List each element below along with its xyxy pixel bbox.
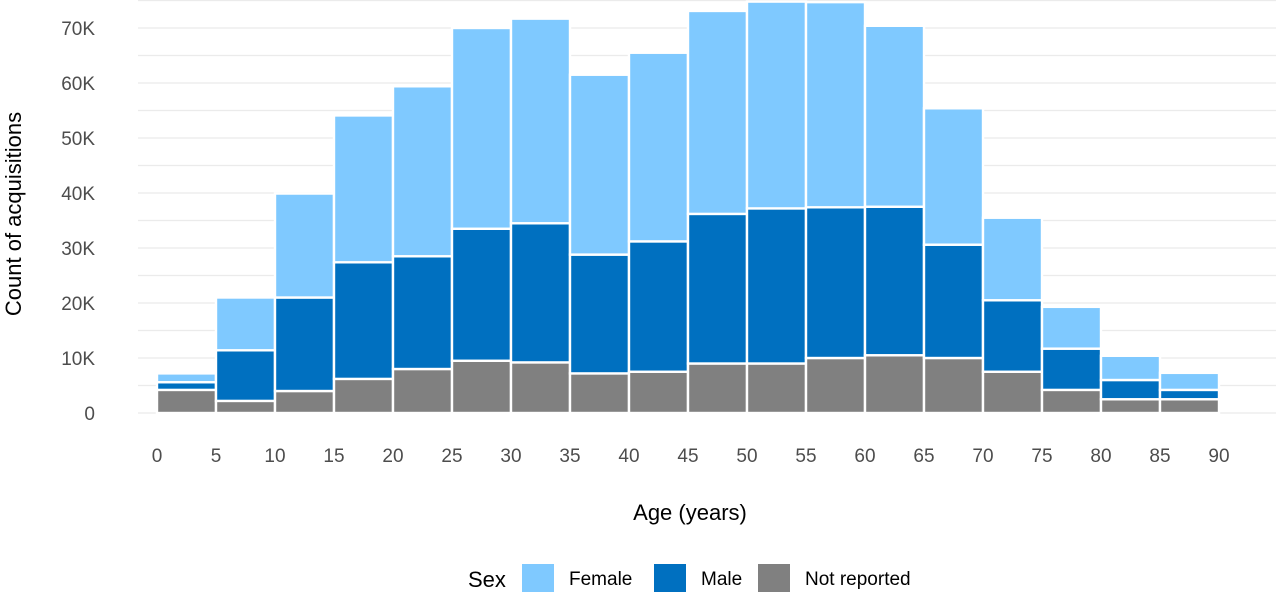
bar-segment-male	[273, 296, 336, 393]
bar-segment-not-reported	[686, 362, 749, 415]
y-tick-label: 60K	[61, 74, 95, 95]
bar-segment-female	[273, 192, 336, 299]
x-tick-label: 55	[795, 446, 816, 467]
x-axis-ticks: 0 5 10 15 20 25 30 35 40 45 50 55 60 65 70 75 80 85 90	[152, 446, 1230, 467]
bar-segment-male	[450, 227, 513, 362]
bar-segment-female	[1040, 305, 1103, 350]
x-tick-label: 40	[618, 446, 639, 467]
legend: Sex Female Male Not reported	[468, 564, 911, 592]
bars	[155, 0, 1221, 415]
bar-segment-male	[568, 253, 631, 375]
x-tick-label: 50	[736, 446, 757, 467]
bar-segment-not-reported	[391, 367, 454, 415]
y-tick-label: 20K	[61, 294, 95, 315]
legend-title: Sex	[468, 567, 506, 592]
bar-segment-female	[981, 216, 1044, 302]
bar-segment-not-reported	[450, 359, 513, 415]
bar-segment-female	[450, 26, 513, 230]
bar-segment-female	[509, 17, 572, 225]
bar-segment-not-reported	[155, 388, 218, 415]
bar-segment-female	[745, 0, 808, 210]
legend-key	[758, 564, 790, 592]
x-tick-label: 90	[1208, 446, 1229, 467]
bar-segment-not-reported	[1040, 388, 1103, 415]
bar-segment-male	[214, 349, 277, 403]
y-tick-label: 50K	[61, 129, 95, 150]
bar-segment-male	[1040, 347, 1103, 392]
bar-segment-male	[981, 299, 1044, 373]
bar-segment-not-reported	[981, 370, 1044, 415]
x-tick-label: 75	[1031, 446, 1052, 467]
bar-segment-not-reported	[627, 370, 690, 415]
bar-segment-not-reported	[332, 377, 395, 415]
y-tick-label: 30K	[61, 239, 95, 260]
x-tick-label: 5	[211, 446, 222, 467]
bar-segment-not-reported	[745, 362, 808, 415]
bar-segment-not-reported	[1099, 398, 1162, 415]
bar-segment-male	[922, 243, 985, 360]
bar-segment-male	[391, 255, 454, 371]
x-tick-label: 70	[972, 446, 993, 467]
bar-segment-female	[922, 107, 985, 246]
x-tick-label: 45	[677, 446, 698, 467]
bar-segment-male	[804, 206, 867, 360]
bar-segment-not-reported	[804, 356, 867, 415]
legend-key	[654, 564, 686, 592]
x-tick-label: 65	[913, 446, 934, 467]
bar-segment-female	[155, 372, 218, 384]
bar-segment-female	[214, 296, 277, 352]
x-tick-label: 30	[500, 446, 521, 467]
y-tick-label: 40K	[61, 184, 95, 205]
bar-segment-male	[1158, 388, 1221, 401]
x-tick-label: 10	[264, 446, 285, 467]
bar-segment-female	[391, 85, 454, 258]
bar-segment-not-reported	[509, 361, 572, 415]
legend-key	[522, 564, 554, 592]
bar-segment-male	[332, 261, 395, 381]
bar-segment-male	[745, 207, 808, 365]
bar-segment-female	[1158, 371, 1221, 392]
x-tick-label: 85	[1149, 446, 1170, 467]
y-tick-label: 70K	[61, 19, 95, 40]
bar-segment-male	[686, 212, 749, 365]
x-tick-label: 0	[152, 446, 163, 467]
bar-segment-not-reported	[1158, 398, 1221, 415]
bar-segment-not-reported	[273, 389, 336, 415]
legend-label: Male	[701, 569, 742, 590]
x-tick-label: 35	[559, 446, 580, 467]
x-tick-label: 60	[854, 446, 875, 467]
y-tick-label: 0	[84, 404, 95, 425]
bar-segment-not-reported	[922, 356, 985, 415]
bar-segment-female	[863, 24, 926, 208]
bar-segment-female	[568, 73, 631, 256]
bar-segment-male	[627, 240, 690, 373]
bar-segment-female	[1099, 354, 1162, 382]
bar-segment-not-reported	[214, 399, 277, 415]
x-tick-label: 20	[382, 446, 403, 467]
x-tick-label: 80	[1090, 446, 1111, 467]
bar-segment-not-reported	[568, 372, 631, 415]
bar-segment-male	[863, 205, 926, 357]
x-tick-label: 15	[323, 446, 344, 467]
bar-segment-female	[332, 114, 395, 264]
x-tick-label: 25	[441, 446, 462, 467]
bar-segment-male	[1099, 378, 1162, 401]
y-tick-label: 10K	[61, 349, 95, 370]
bar-segment-female	[627, 51, 690, 243]
bar-segment-not-reported	[863, 354, 926, 415]
legend-label: Not reported	[805, 569, 911, 590]
y-axis-title: Count of acquisitions	[1, 112, 26, 316]
legend-label: Female	[569, 569, 632, 590]
x-axis-title: Age (years)	[633, 500, 747, 525]
bar-segment-female	[804, 0, 867, 209]
y-axis-ticks: 0 10K 20K 30K 40K 50K 60K 70K	[61, 19, 95, 425]
bar-segment-male	[509, 222, 572, 364]
bar-segment-female	[686, 9, 749, 216]
